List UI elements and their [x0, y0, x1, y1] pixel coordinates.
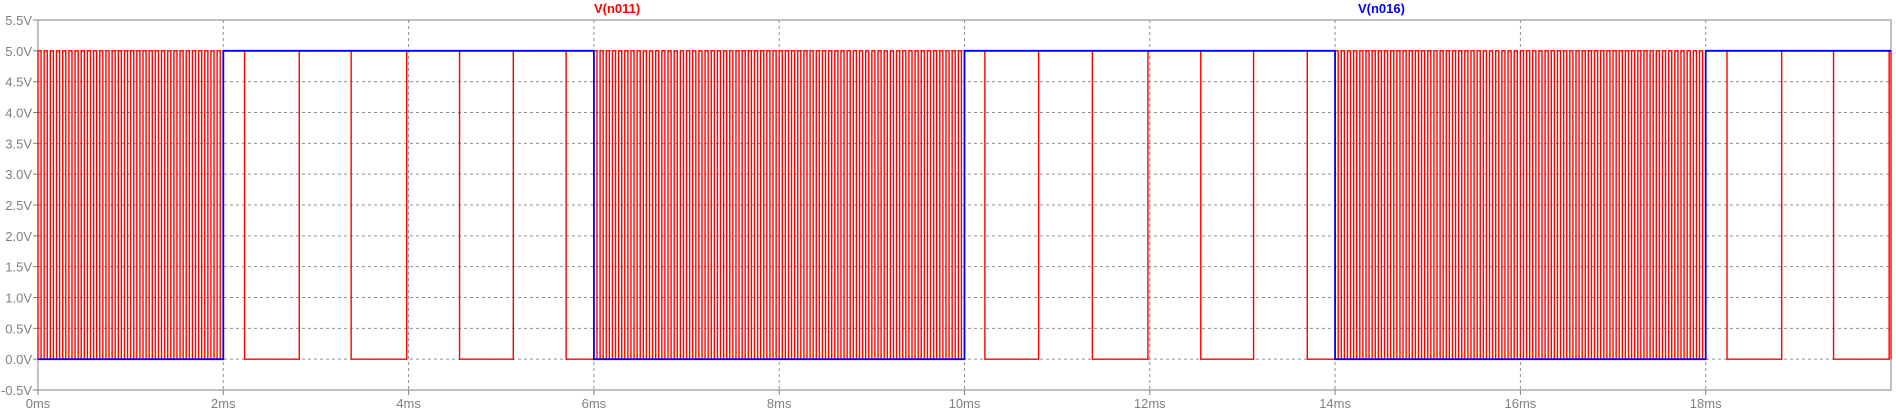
y-tick-label: 5.0V	[5, 44, 32, 59]
x-tick-label: 2ms	[211, 396, 236, 411]
x-axis-ticks: 0ms 2ms 4ms 6ms 8ms 10ms 12ms 14ms 16ms 18ms	[26, 390, 1722, 411]
y-tick-label: 3.5V	[5, 136, 32, 151]
y-tick-label: 1.5V	[5, 260, 32, 275]
y-tick-label: 0.0V	[5, 352, 32, 367]
y-tick-label: 3.0V	[5, 167, 32, 182]
y-tick-label: -0.5V	[1, 383, 32, 398]
y-tick-label: 1.0V	[5, 291, 32, 306]
legend: V(n011) V(n016)	[594, 1, 1405, 16]
series-v-n016-line	[38, 49, 1891, 361]
y-tick-label: 5.5V	[5, 13, 32, 28]
series-layer	[37, 49, 1892, 361]
y-axis-ticks: -0.5V 0.0V 0.5V 1.0V 1.5V 2.0V 2.5V 3.0V 3.5V 4.0…	[1, 13, 38, 398]
x-tick-label: 6ms	[582, 396, 607, 411]
y-tick-label: 4.0V	[5, 106, 32, 121]
y-tick-label: 0.5V	[5, 321, 32, 336]
x-tick-label: 8ms	[767, 396, 792, 411]
y-tick-label: 4.5V	[5, 75, 32, 90]
x-tick-label: 0ms	[26, 396, 51, 411]
legend-entry: V(n016)	[1358, 1, 1405, 16]
x-tick-label: 10ms	[949, 396, 981, 411]
x-tick-label: 18ms	[1690, 396, 1722, 411]
legend-entry: V(n011)	[594, 1, 640, 16]
x-tick-label: 14ms	[1319, 396, 1351, 411]
y-tick-label: 2.5V	[5, 198, 32, 213]
x-tick-label: 16ms	[1505, 396, 1537, 411]
x-tick-label: 12ms	[1134, 396, 1166, 411]
x-tick-label: 4ms	[396, 396, 421, 411]
y-tick-label: 2.0V	[5, 229, 32, 244]
